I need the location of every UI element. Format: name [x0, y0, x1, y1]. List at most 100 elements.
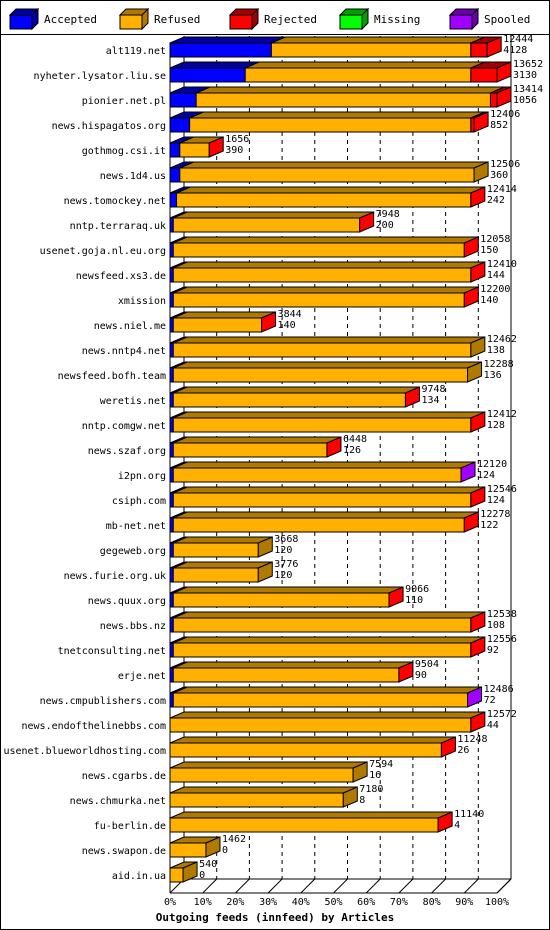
tick-mark	[398, 878, 414, 894]
bar-side-rejected	[470, 711, 486, 733]
category-label: nyheter.lysator.liu.se	[34, 71, 166, 82]
x-tick-label: 60%	[357, 897, 375, 908]
bar-refused	[169, 792, 344, 808]
bar-top-refused	[173, 286, 479, 294]
bar-side-refused	[257, 561, 273, 583]
bar-rejected	[470, 42, 488, 58]
total-label: 12538	[487, 609, 517, 620]
legend-swatch	[229, 14, 253, 30]
category-label: fu-berlin.de	[94, 821, 166, 832]
category-label: news.swapon.de	[82, 846, 166, 857]
legend-item-refused: Refused	[118, 7, 200, 31]
category-label: xmission	[118, 296, 166, 307]
bar-top-refused	[173, 661, 414, 669]
bar-rejected	[489, 92, 498, 108]
bar-refused	[172, 417, 472, 433]
bar-accepted	[169, 142, 181, 158]
category-label: nntp.comgw.net	[82, 421, 166, 432]
plot-area: 0% 10% 20% 30% 40% 50% 60% 70% 80% 90% 100% alt119.…	[3, 34, 543, 908]
x-tick-label: 70%	[390, 897, 408, 908]
bar-side-rejected	[496, 86, 512, 108]
accepted-label: 8	[359, 795, 365, 806]
accepted-label: 122	[480, 520, 498, 531]
category-label: erje.net	[118, 671, 166, 682]
bar-refused	[172, 467, 462, 483]
bar-side-rejected	[388, 586, 404, 608]
category-label: news.niel.me	[94, 321, 166, 332]
bar-top-accepted	[169, 61, 260, 69]
total-label: 13414	[513, 84, 543, 95]
legend-swatch	[449, 14, 473, 30]
total-label: 12486	[484, 684, 514, 695]
legend-item-accepted: Accepted	[8, 7, 97, 31]
x-tick-label: 10%	[194, 897, 212, 908]
bar-top-refused	[173, 236, 479, 244]
category-label: news.cgarbs.de	[82, 771, 166, 782]
total-label: 11140	[454, 809, 484, 820]
bar-refused	[172, 392, 406, 408]
bar-refused	[172, 592, 390, 608]
total-label: 12506	[490, 159, 520, 170]
total-label: 6448	[343, 434, 367, 445]
accepted-label: 126	[343, 445, 361, 456]
bar-top-refused	[173, 686, 482, 694]
bar-refused	[189, 117, 472, 133]
bar-side-rejected	[486, 36, 502, 58]
bar-refused	[195, 92, 491, 108]
total-label: 12414	[487, 184, 517, 195]
total-label: 1462	[222, 834, 246, 845]
x-tick-label: 30%	[259, 897, 277, 908]
category-label: news.quux.org	[88, 596, 166, 607]
category-label: gothmog.csi.it	[82, 146, 166, 157]
accepted-label: 138	[487, 345, 505, 356]
x-tick-label: 90%	[455, 897, 473, 908]
bar-top-refused	[173, 311, 276, 319]
bar-side-rejected	[359, 211, 375, 233]
total-label: 12556	[487, 634, 517, 645]
legend-label: Spooled	[484, 13, 530, 26]
bar-accepted	[169, 117, 191, 133]
bar-refused	[172, 492, 472, 508]
bar-accepted	[169, 67, 246, 83]
accepted-label: 0	[199, 870, 205, 881]
bar-side-spooled	[460, 461, 476, 483]
bar-top-refused	[173, 436, 342, 444]
category-label: csiph.com	[112, 496, 166, 507]
tick-mark	[333, 878, 348, 894]
accepted-label: 360	[490, 170, 508, 181]
category-label: news.chmurka.net	[70, 796, 166, 807]
category-label: news.furie.org.uk	[64, 571, 166, 582]
legend-label: Accepted	[44, 13, 97, 26]
total-label: 13652	[513, 59, 543, 70]
accepted-label: 92	[487, 645, 499, 656]
legend-item-missing: Missing	[338, 7, 420, 31]
bar-refused	[169, 842, 207, 858]
accepted-label: 140	[480, 295, 498, 306]
bar-refused	[169, 742, 442, 758]
bar-top-refused	[173, 486, 486, 494]
total-label: 12120	[477, 459, 507, 470]
accepted-label: 108	[487, 620, 505, 631]
accepted-label: 16	[369, 770, 381, 781]
accepted-label: 44	[487, 720, 499, 731]
bar-top-refused	[173, 386, 420, 394]
category-label: i2pn.org	[118, 471, 166, 482]
bar-accepted	[169, 42, 272, 58]
bar-top-refused	[173, 211, 374, 219]
legend-item-rejected: Rejected	[228, 7, 317, 31]
x-tick-label: 100%	[485, 897, 509, 908]
bar-side-rejected	[437, 811, 453, 833]
tick-mark	[496, 878, 512, 894]
